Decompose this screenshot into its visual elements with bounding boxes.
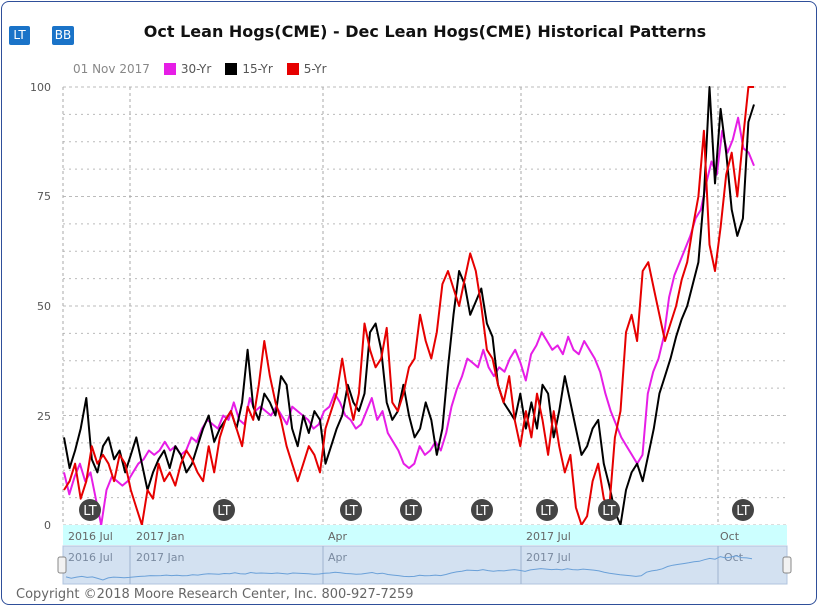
- chart-title: Oct Lean Hogs(CME) - Dec Lean Hogs(CME) …: [143, 22, 707, 41]
- series-line-5yr: [63, 86, 754, 526]
- series-lines: [63, 86, 755, 526]
- y-tick-label: 50: [37, 300, 51, 313]
- lt-marker[interactable]: LT: [340, 499, 362, 521]
- legend-item-5yr[interactable]: 5-Yr: [286, 62, 327, 76]
- x-tick-label: 2017 Jul: [526, 530, 571, 543]
- lt-marker-label: LT: [540, 504, 553, 519]
- navigator-right-handle[interactable]: [782, 556, 792, 574]
- lt-marker-label: LT: [602, 504, 615, 519]
- lt-marker-circle: [732, 499, 754, 521]
- legend-label-15yr: 15-Yr: [242, 62, 273, 76]
- legend: 01 Nov 2017 30-Yr 15-Yr 5-Yr: [73, 62, 341, 76]
- y-tick-label: 75: [37, 190, 51, 203]
- lt-marker[interactable]: LT: [400, 499, 422, 521]
- lt-marker-circle: [598, 499, 620, 521]
- lt-marker-label: LT: [404, 504, 417, 519]
- lt-marker-circle: [79, 499, 101, 521]
- navigator-series-line: [65, 555, 753, 581]
- lt-marker-circle: [471, 499, 493, 521]
- lt-marker-circle: [340, 499, 362, 521]
- lt-marker[interactable]: LT: [471, 499, 493, 521]
- y-tick-label: 0: [44, 519, 51, 532]
- lt-markers[interactable]: LT LT LT LT LT LT LT LT: [79, 499, 754, 521]
- navigator[interactable]: 2016 Jul 2017 Jan Apr 2017 Jul Oct: [57, 545, 792, 585]
- lt-marker-label: LT: [475, 504, 488, 519]
- x-tick-label: 2017 Jan: [136, 530, 184, 543]
- navigator-window[interactable]: [62, 545, 788, 585]
- lt-marker[interactable]: LT: [732, 499, 754, 521]
- lt-marker[interactable]: LT: [213, 499, 235, 521]
- legend-swatch-15yr: [225, 63, 238, 75]
- lt-marker-label: LT: [83, 504, 96, 519]
- lt-button[interactable]: LT: [9, 26, 30, 45]
- y-axis: 100 75 50 25 0: [30, 81, 51, 532]
- legend-item-15yr[interactable]: 15-Yr: [225, 62, 273, 76]
- lt-marker-label: LT: [736, 504, 749, 519]
- legend-date: 01 Nov 2017: [73, 62, 150, 76]
- legend-item-30yr[interactable]: 30-Yr: [163, 62, 212, 76]
- nav-tick-label: 2017 Jul: [526, 551, 571, 564]
- y-tick-label: 25: [37, 410, 51, 423]
- lt-marker-label: LT: [344, 504, 357, 519]
- legend-label-5yr: 5-Yr: [303, 62, 327, 76]
- lt-marker[interactable]: LT: [79, 499, 101, 521]
- series-line-15yr: [63, 86, 755, 526]
- lt-marker[interactable]: LT: [598, 499, 620, 521]
- legend-swatch-5yr: [286, 63, 299, 75]
- x-tick-label: Apr: [328, 530, 348, 543]
- nav-tick-label: 2017 Jan: [136, 551, 184, 564]
- legend-label-30yr: 30-Yr: [180, 62, 212, 76]
- y-tick-label: 100: [30, 81, 51, 94]
- lt-marker-label: LT: [217, 504, 230, 519]
- lt-marker[interactable]: LT: [536, 499, 558, 521]
- x-tick-label: 2016 Jul: [68, 530, 113, 543]
- copyright: Copyright ©2018 Moore Research Center, I…: [16, 587, 414, 602]
- nav-tick-label: 2016 Jul: [68, 551, 113, 564]
- lt-marker-circle: [213, 499, 235, 521]
- date-band: [63, 525, 787, 545]
- lt-marker-circle: [400, 499, 422, 521]
- lt-marker-circle: [536, 499, 558, 521]
- navigator-left-handle[interactable]: [57, 556, 67, 574]
- bb-button[interactable]: BB: [52, 26, 74, 45]
- legend-swatch-30yr: [163, 63, 176, 75]
- x-tick-label: Oct: [720, 530, 740, 543]
- nav-tick-label: Apr: [328, 551, 348, 564]
- x-axis: 2016 Jul 2017 Jan Apr 2017 Jul Oct: [68, 530, 740, 543]
- nav-tick-label: Oct: [724, 551, 744, 564]
